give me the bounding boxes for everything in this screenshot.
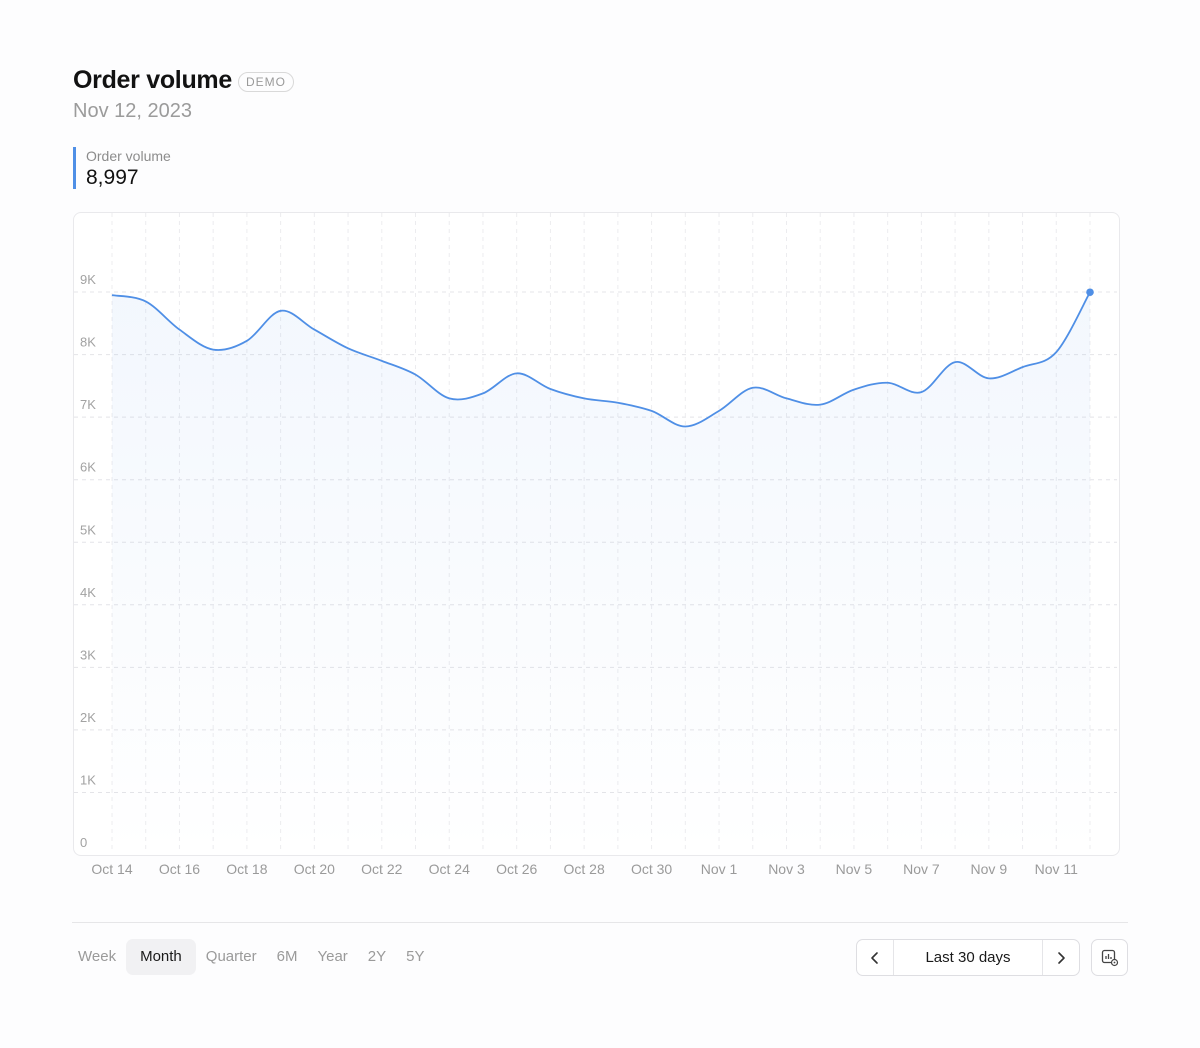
range-button-week[interactable]: Week [78,948,117,965]
range-button-2y[interactable]: 2Y [367,948,387,965]
y-tick-label: 7K [80,397,96,412]
series-area [112,292,1090,855]
data-point [211,348,215,352]
x-tick-label: Oct 24 [429,861,470,877]
data-point [144,299,148,303]
x-tick-label: Oct 30 [631,861,672,877]
y-tick-label: 6K [80,460,96,475]
x-tick-label: Nov 5 [836,861,873,877]
range-selector: Week Month Quarter 6M Year 2Y 5Y [68,939,435,975]
data-point [414,373,418,377]
data-point [279,309,283,313]
range-button-quarter[interactable]: Quarter [205,948,257,965]
data-point [751,386,755,390]
x-tick-label: Oct 14 [91,861,132,877]
chevron-right-icon [1058,951,1065,964]
y-tick-label: 1K [80,772,96,787]
y-tick-label: 5K [80,522,96,537]
next-period-button[interactable] [1042,940,1079,975]
data-point [515,371,519,375]
date-subtitle: Nov 12, 2023 [73,100,192,122]
x-tick-label: Nov 7 [903,861,940,877]
data-point [919,390,923,394]
x-tick-label: Nov 1 [701,861,738,877]
series-line [111,291,1091,428]
period-selector: Last 30 days [856,939,1080,976]
data-point [886,381,890,385]
data-point [110,293,114,297]
period-label[interactable]: Last 30 days [925,949,1011,966]
latest-point [1086,288,1094,297]
x-tick-label: Oct 28 [564,861,605,877]
data-point [818,403,822,407]
data-point [177,328,181,332]
title-row: Order volume DEMO [73,66,294,95]
page-title: Order volume [73,66,232,94]
demo-badge: DEMO [237,71,294,92]
data-point [346,346,350,350]
y-tick-label: 3K [80,647,96,662]
x-tick-label: Oct 18 [226,861,267,877]
range-button-6m[interactable]: 6M [276,948,298,965]
x-tick-label: Oct 20 [294,861,335,877]
range-button-year[interactable]: Year [317,948,348,965]
data-point [380,359,384,363]
data-point [312,328,316,332]
x-tick-label: Oct 26 [496,861,537,877]
data-point [1021,365,1025,369]
metric-summary: Order volume 8,997 [73,147,171,189]
y-tick-label: 4K [80,585,96,600]
data-point [650,409,654,413]
data-point [616,401,620,405]
range-button-month[interactable]: Month [126,939,196,975]
y-tick-label: 9K [80,272,96,287]
y-tick-label: 2K [80,710,96,725]
order-volume-chart: 0 1K 2K 3K 4K 5K 6K 7K 8K 9K Oct 14 Oct 16 Oct 18 Oct… [74,213,1117,877]
data-point [447,396,451,400]
data-point [953,360,957,364]
previous-period-button[interactable] [857,940,894,975]
x-tick-label: Nov 11 [1035,861,1079,877]
data-point [987,376,991,380]
chart-settings-icon [1101,949,1118,966]
y-tick-label: 0 [80,835,87,850]
data-point [481,391,485,395]
chevron-left-icon [871,951,878,964]
data-point [245,339,249,343]
chart-settings-button[interactable] [1091,939,1128,976]
data-point [852,388,856,392]
x-tick-label: Nov 9 [971,861,1008,877]
data-point [717,409,721,413]
divider [72,922,1128,923]
range-button-5y[interactable]: 5Y [406,948,425,965]
x-tick-label: Oct 16 [159,861,200,877]
data-point [548,387,552,391]
y-tick-label: 8K [80,335,96,350]
data-point [683,425,687,429]
data-point [582,396,586,400]
metric-label: Order volume [86,148,171,164]
metric-value: 8,997 [86,166,139,189]
x-tick-label: Nov 3 [768,861,805,877]
x-tick-label: Oct 22 [361,861,402,877]
data-point [784,396,788,400]
data-point [1054,350,1058,354]
